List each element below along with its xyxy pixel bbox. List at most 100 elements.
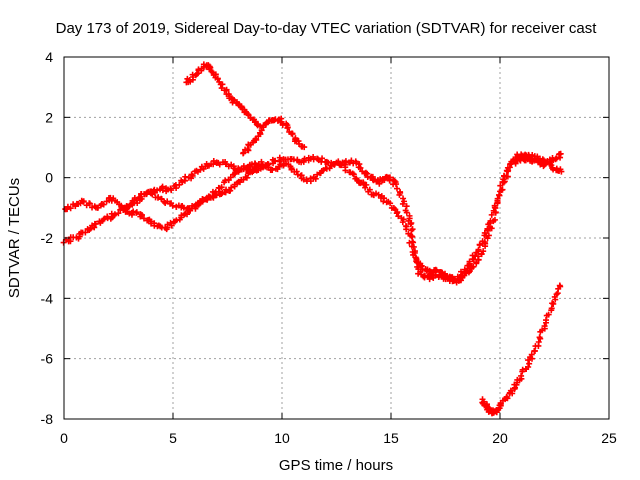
data-point bbox=[479, 238, 486, 245]
data-point bbox=[410, 251, 417, 258]
data-point bbox=[475, 246, 482, 253]
data-point bbox=[128, 211, 135, 218]
series-track-c bbox=[120, 158, 265, 233]
data-point bbox=[217, 81, 224, 88]
data-point bbox=[240, 150, 247, 157]
data-point bbox=[168, 222, 175, 229]
data-point bbox=[362, 184, 369, 191]
data-point bbox=[380, 198, 387, 205]
data-point bbox=[473, 260, 480, 267]
data-point bbox=[87, 225, 94, 232]
data-point bbox=[503, 173, 510, 180]
data-point bbox=[167, 185, 174, 192]
x-tick-label: 0 bbox=[60, 430, 68, 446]
data-point bbox=[223, 186, 230, 193]
x-tick-label: 10 bbox=[274, 430, 290, 446]
data-point bbox=[278, 118, 285, 125]
data-point bbox=[399, 219, 406, 226]
data-point bbox=[366, 186, 373, 193]
data-point bbox=[395, 213, 402, 220]
y-tick-label: -2 bbox=[41, 230, 54, 246]
data-point bbox=[518, 372, 525, 379]
data-point bbox=[138, 211, 145, 218]
data-point bbox=[549, 300, 556, 307]
y-tick-label: -8 bbox=[41, 411, 54, 427]
data-point bbox=[357, 164, 364, 171]
grid-lines bbox=[64, 57, 609, 419]
data-point bbox=[269, 166, 276, 173]
data-point bbox=[258, 158, 265, 165]
data-point bbox=[257, 123, 264, 130]
data-point bbox=[301, 144, 308, 151]
data-point bbox=[133, 209, 140, 216]
data-point bbox=[284, 125, 291, 132]
data-point bbox=[159, 183, 166, 190]
data-point bbox=[461, 266, 468, 273]
data-point bbox=[507, 387, 514, 394]
series-track-a bbox=[62, 153, 369, 213]
series-track-d bbox=[183, 61, 264, 130]
x-tick-label: 15 bbox=[383, 430, 399, 446]
series-track-e bbox=[240, 115, 308, 157]
x-tick-label: 20 bbox=[492, 430, 508, 446]
data-point bbox=[541, 323, 548, 330]
tick-labels: 0 5 10 15 20 25 -8 -6 -4 -2 0 2 4 bbox=[41, 49, 617, 446]
data-point bbox=[487, 217, 494, 224]
data-point bbox=[353, 159, 360, 166]
data-point bbox=[526, 360, 533, 367]
axis-ticks bbox=[63, 56, 610, 420]
data-point bbox=[176, 181, 183, 188]
data-point bbox=[400, 195, 407, 202]
data-point bbox=[548, 305, 555, 312]
data-point bbox=[192, 205, 199, 212]
data-point bbox=[342, 167, 349, 174]
data-point bbox=[92, 220, 99, 227]
data-point bbox=[553, 291, 560, 298]
data-point bbox=[493, 407, 500, 414]
data-point bbox=[243, 174, 250, 181]
data-point bbox=[472, 253, 479, 260]
data-point bbox=[67, 205, 74, 212]
y-tick-label: 2 bbox=[45, 109, 53, 125]
data-point bbox=[94, 204, 101, 211]
data-point bbox=[257, 131, 264, 138]
data-point bbox=[272, 157, 279, 164]
data-point bbox=[470, 256, 477, 263]
data-point bbox=[148, 188, 155, 195]
data-point bbox=[115, 210, 122, 217]
data-point bbox=[350, 171, 357, 178]
data-point bbox=[536, 334, 543, 341]
data-point bbox=[216, 161, 223, 168]
data-point bbox=[491, 216, 498, 223]
data-point bbox=[312, 175, 319, 182]
data-point bbox=[497, 188, 504, 195]
data-point bbox=[86, 200, 93, 207]
data-point bbox=[289, 131, 296, 138]
x-axis-label: GPS time / hours bbox=[279, 457, 393, 474]
data-point bbox=[363, 181, 370, 188]
data-point bbox=[207, 64, 214, 71]
data-point bbox=[328, 162, 335, 169]
data-point bbox=[481, 229, 488, 236]
data-point bbox=[100, 201, 107, 208]
data-point bbox=[558, 168, 565, 175]
y-axis-label: SDTVAR / TECUs bbox=[6, 178, 23, 298]
data-point bbox=[100, 216, 107, 223]
data-point bbox=[497, 182, 504, 189]
data-point bbox=[545, 311, 552, 318]
series-track-g bbox=[354, 150, 564, 285]
data-point bbox=[490, 207, 497, 214]
data-point bbox=[484, 225, 491, 232]
data-point bbox=[433, 267, 440, 274]
data-point bbox=[140, 215, 147, 222]
data-point bbox=[210, 161, 217, 168]
data-point bbox=[375, 191, 382, 198]
data-point bbox=[303, 176, 310, 183]
data-point bbox=[349, 170, 356, 177]
data-point bbox=[403, 226, 410, 233]
data-point bbox=[206, 193, 213, 200]
data-point bbox=[301, 155, 308, 162]
series-track-f bbox=[361, 151, 565, 286]
data-point bbox=[227, 187, 234, 194]
